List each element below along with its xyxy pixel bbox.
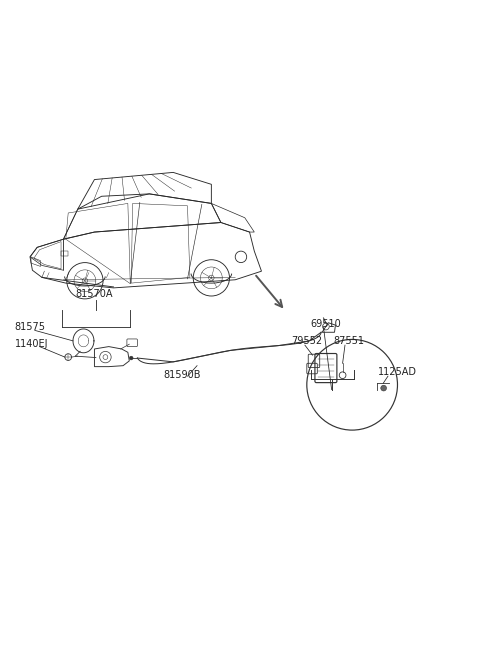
Bar: [61, 251, 68, 256]
Text: 81570A: 81570A: [75, 289, 112, 299]
Text: 81575: 81575: [15, 322, 46, 332]
Circle shape: [129, 356, 133, 360]
Text: 81590B: 81590B: [164, 370, 201, 380]
Circle shape: [381, 385, 386, 391]
Text: 79552: 79552: [291, 336, 323, 346]
Text: 1125AD: 1125AD: [378, 367, 418, 377]
Text: 87551: 87551: [334, 336, 364, 346]
Text: 1140EJ: 1140EJ: [15, 339, 48, 348]
Text: 69510: 69510: [311, 318, 341, 329]
